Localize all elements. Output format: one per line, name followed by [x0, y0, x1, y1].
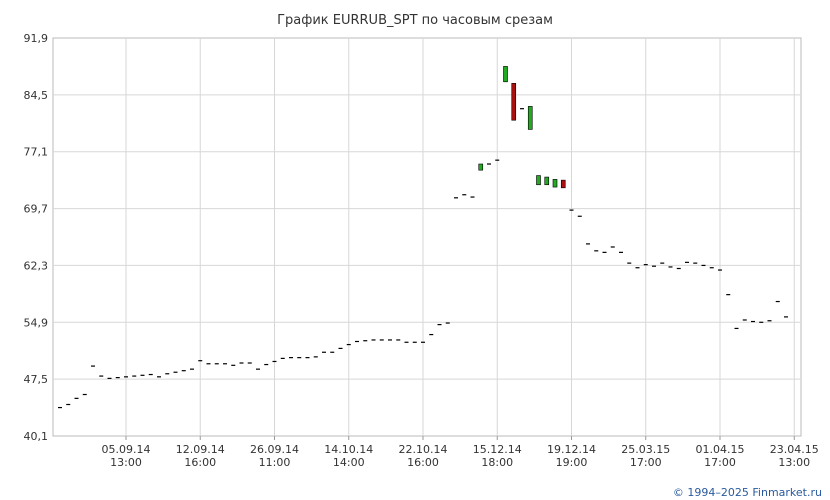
x-axis: 05.09.1413:0012.09.1416:0026.09.1411:001…	[102, 436, 819, 469]
x-tick-label-date: 14.10.14	[324, 443, 373, 456]
x-tick-label-date: 26.09.14	[250, 443, 299, 456]
x-tick-label-date: 01.04.15	[696, 443, 745, 456]
chart-title: График EURRUB_SPT по часовым срезам	[277, 13, 553, 28]
candles	[58, 66, 788, 409]
y-tick-label: 47,5	[24, 373, 49, 386]
candle-down	[560, 179, 566, 189]
x-tick-label-time: 11:00	[259, 456, 291, 469]
plot-area	[52, 37, 802, 437]
candle-up	[503, 66, 508, 83]
y-tick-label: 62,3	[24, 259, 49, 272]
x-tick-label-date: 12.09.14	[176, 443, 225, 456]
x-tick-label-time: 18:00	[481, 456, 513, 469]
y-tick-label: 69,7	[24, 203, 49, 216]
candle-up	[527, 106, 533, 130]
x-tick-label-date: 19.12.14	[547, 443, 596, 456]
x-tick-label-time: 13:00	[110, 456, 142, 469]
y-tick-label: 91,9	[24, 32, 49, 45]
x-tick-label-time: 16:00	[407, 456, 439, 469]
x-tick-label-date: 23.04.15	[770, 443, 819, 456]
gridlines	[53, 38, 801, 436]
y-tick-label: 54,9	[24, 316, 49, 329]
x-tick-label-time: 16:00	[184, 456, 216, 469]
x-tick-label-time: 17:00	[704, 456, 736, 469]
x-tick-label-time: 13:00	[778, 456, 810, 469]
y-axis: 91,9 84,5 77,1 69,7 62,3 54,9 47,5 40,1	[24, 32, 49, 443]
x-tick-label-date: 05.09.14	[102, 443, 151, 456]
candle-down	[511, 83, 517, 121]
candle-up	[544, 176, 550, 186]
candle-up	[536, 175, 541, 186]
candle-up	[478, 163, 484, 171]
x-tick-label-time: 19:00	[556, 456, 588, 469]
candle-up	[552, 179, 558, 188]
y-tick-label: 40,1	[24, 430, 49, 443]
credit-link[interactable]: © 1994–2025 Finmarket.ru	[673, 486, 822, 499]
x-tick-label-date: 15.12.14	[473, 443, 522, 456]
y-tick-label: 84,5	[24, 89, 49, 102]
x-tick-label-date: 25.03.15	[621, 443, 670, 456]
x-tick-label-time: 17:00	[630, 456, 662, 469]
y-tick-label: 77,1	[24, 146, 49, 159]
x-tick-label-time: 14:00	[333, 456, 365, 469]
x-tick-label-date: 22.10.14	[399, 443, 448, 456]
